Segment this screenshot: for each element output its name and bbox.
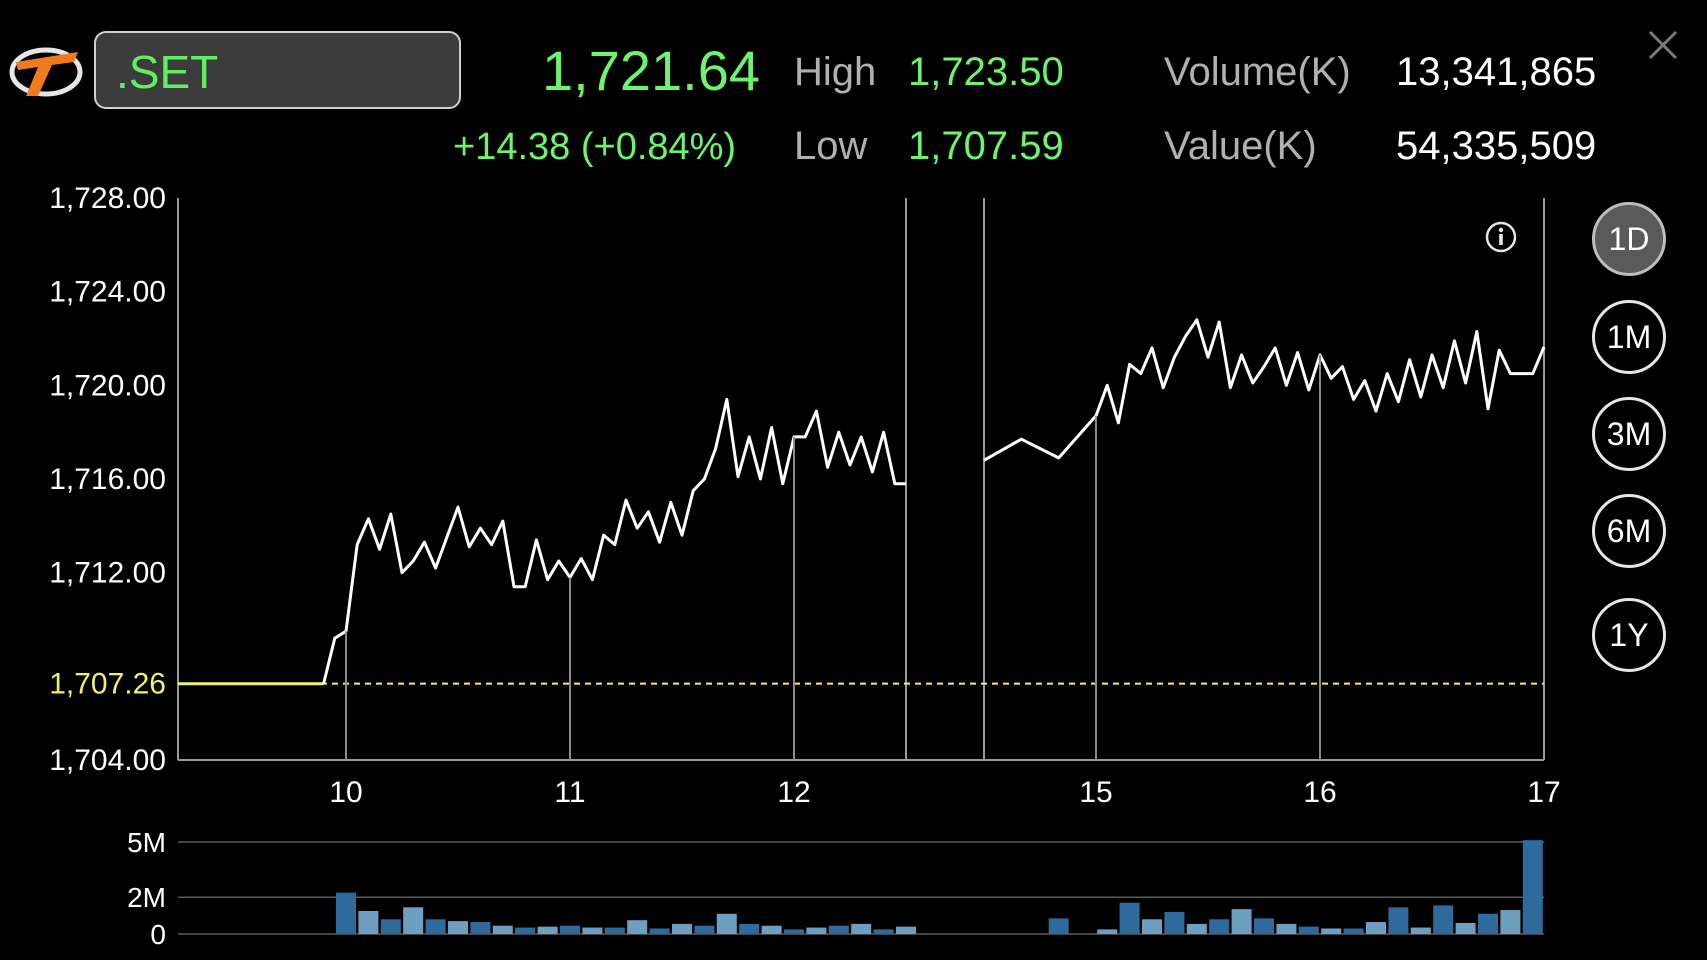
volume-tick-label: 5M — [127, 827, 166, 858]
volume-bar — [761, 925, 782, 934]
volume-bar — [716, 913, 737, 934]
x-tick-label: 16 — [1303, 776, 1336, 809]
app-logo-icon — [9, 47, 83, 97]
volume-bar — [873, 929, 894, 934]
volume-bar — [784, 929, 804, 934]
volume-bar — [560, 925, 580, 934]
volume-label: Volume(K) — [1164, 50, 1351, 94]
symbol-search-box[interactable]: .SET — [94, 31, 461, 109]
volume-bar — [1388, 907, 1409, 934]
volume-bar — [1119, 902, 1140, 934]
volume-bar — [1097, 929, 1118, 934]
volume-bar — [1186, 923, 1207, 934]
volume-bar — [1321, 928, 1342, 934]
y-tick-label: 1,728.00 — [49, 182, 166, 215]
price-change: +14.38 (+0.84%) — [453, 126, 737, 168]
range-3m-button[interactable]: 3M — [1592, 397, 1666, 471]
volume-bar — [1366, 922, 1386, 934]
volume-bar — [806, 927, 827, 934]
symbol-label: .SET — [116, 46, 219, 98]
close-icon[interactable] — [1646, 28, 1680, 62]
x-tick-label: 17 — [1527, 776, 1560, 809]
volume-bar — [627, 920, 648, 934]
low-label: Low — [794, 124, 868, 168]
volume-bar — [492, 925, 513, 934]
volume-bar — [1478, 913, 1498, 934]
volume-bar — [1209, 919, 1230, 934]
volume-bar — [537, 926, 558, 934]
volume-value: 13,341,865 — [1396, 50, 1597, 94]
volume-bar — [1455, 922, 1476, 934]
y-tick-label: 1,724.00 — [49, 276, 166, 309]
info-icon[interactable] — [1484, 220, 1518, 254]
volume-bar — [425, 919, 446, 934]
high-label: High — [794, 50, 877, 94]
volume-bar — [1164, 911, 1185, 934]
range-1m-button[interactable]: 1M — [1592, 300, 1666, 374]
x-tick-label: 10 — [329, 776, 362, 809]
volume-bar — [358, 911, 379, 934]
volume-bar — [694, 925, 715, 934]
volume-bar — [336, 892, 356, 934]
y-tick-label: 1,720.00 — [49, 369, 166, 402]
range-6m-button[interactable]: 6M — [1592, 494, 1666, 568]
volume-bar — [1433, 905, 1454, 934]
volume-bar — [515, 927, 536, 934]
volume-bar — [1298, 926, 1319, 934]
y-tick-label: 1,704.00 — [49, 744, 166, 777]
volume-bar — [1048, 918, 1069, 934]
x-tick-label: 15 — [1079, 776, 1112, 809]
volume-bar — [470, 922, 491, 934]
high-value: 1,723.50 — [908, 50, 1064, 94]
volume-bar — [739, 923, 760, 934]
volume-tick-label: 2M — [127, 882, 166, 913]
volume-bar — [828, 925, 849, 934]
volume-bar — [1343, 928, 1364, 934]
volume-bar — [448, 921, 468, 934]
x-tick-label: 12 — [777, 776, 810, 809]
last-price: 1,721.64 — [542, 39, 760, 102]
volume-bar — [1142, 919, 1162, 934]
low-value: 1,707.59 — [908, 124, 1064, 168]
value-label: Value(K) — [1164, 124, 1317, 168]
volume-tick-label: 0 — [150, 919, 166, 950]
volume-bar — [403, 907, 424, 934]
volume-bar — [672, 923, 692, 934]
range-1y-button[interactable]: 1Y — [1592, 598, 1666, 672]
volume-bar — [1500, 910, 1521, 934]
volume-bar — [1276, 923, 1297, 934]
volume-bar — [1254, 918, 1274, 934]
reference-label: 1,707.26 — [49, 668, 166, 701]
volume-bar — [1231, 909, 1252, 934]
volume-bar — [604, 927, 625, 934]
price-series-line-1 — [322, 397, 906, 685]
volume-bar — [1522, 840, 1543, 934]
volume-bar — [380, 919, 401, 934]
x-tick-label: 11 — [554, 776, 585, 809]
volume-bar — [851, 923, 872, 934]
range-1d-button[interactable]: 1D — [1592, 202, 1666, 276]
volume-bar — [649, 928, 670, 934]
y-tick-label: 1,712.00 — [49, 557, 166, 590]
y-tick-label: 1,716.00 — [49, 463, 166, 496]
value-value: 54,335,509 — [1396, 124, 1597, 168]
price-series-line-2 — [983, 318, 1546, 462]
volume-bar — [896, 926, 916, 934]
volume-bar — [1410, 927, 1431, 934]
volume-bar — [582, 927, 603, 934]
